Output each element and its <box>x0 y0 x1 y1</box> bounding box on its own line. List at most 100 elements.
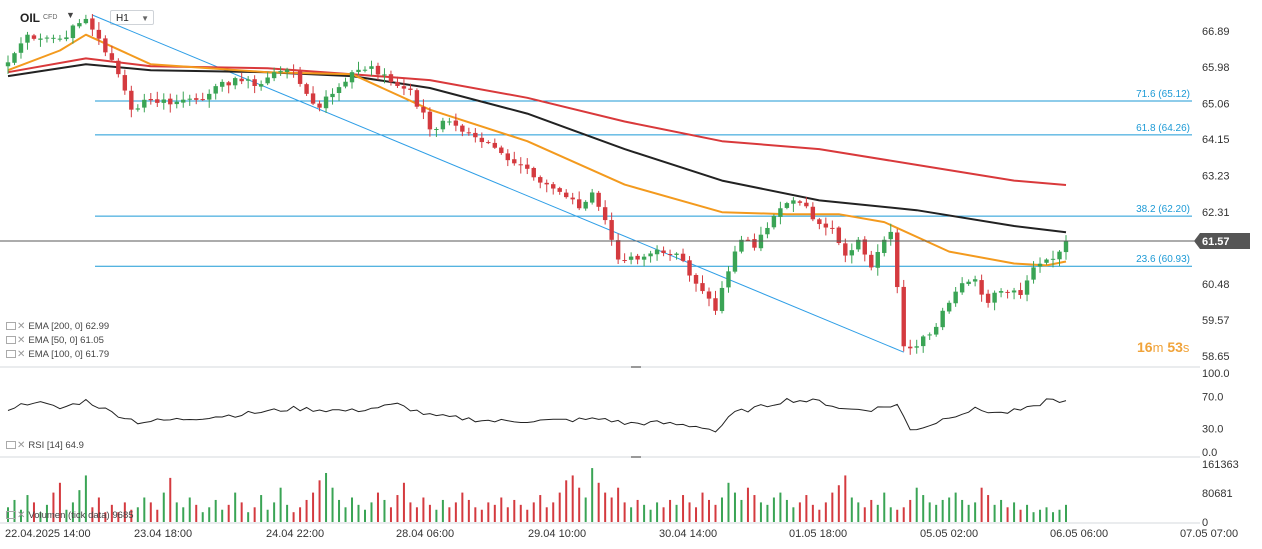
candle-body <box>291 69 296 71</box>
candle-body <box>83 18 89 24</box>
timeframe-select[interactable]: H1 ▼ <box>110 10 154 25</box>
volume-bar <box>234 492 237 522</box>
volume-bar <box>227 504 230 522</box>
candle-body <box>888 231 893 240</box>
candle-body <box>823 223 829 228</box>
volume-bar <box>500 497 503 522</box>
chevron-down-icon: ▼ <box>141 14 149 23</box>
candle-body <box>226 82 231 86</box>
candle-body <box>181 99 186 103</box>
settings-icon[interactable] <box>6 511 16 520</box>
candle-body <box>12 53 17 63</box>
legend-volume[interactable]: ✕ Volumen (tick data) 9685 <box>6 510 134 521</box>
rsi-axis-label: 0.0 <box>1202 447 1217 459</box>
settings-icon[interactable] <box>6 350 16 359</box>
volume-bar <box>383 499 386 522</box>
chart-toolbar: OIL CFD ▼ H1 ▼ <box>0 0 300 36</box>
candle-body <box>174 101 179 105</box>
candle-body <box>232 78 238 86</box>
volume-bar <box>454 502 457 522</box>
legend-ema-100[interactable]: ✕ EMA [100, 0] 61.79 <box>6 349 109 360</box>
volume-bar <box>266 509 269 522</box>
legend-ema-50[interactable]: ✕ EMA [50, 0] 61.05 <box>6 335 104 346</box>
candle-body <box>1050 258 1056 260</box>
volume-bar <box>610 497 613 522</box>
volume-bar <box>45 504 48 522</box>
volume-bar <box>493 504 496 522</box>
time-axis-label: 29.04 10:00 <box>528 528 586 540</box>
volume-bar <box>1000 499 1003 522</box>
candle-body <box>200 99 205 101</box>
volume-bar <box>552 502 555 522</box>
candle-body <box>661 250 666 254</box>
volume-bar <box>883 492 886 522</box>
volume-bar <box>669 499 672 522</box>
volume-bar <box>571 475 574 522</box>
candle-body <box>1031 267 1036 280</box>
candle-body <box>856 239 861 250</box>
symbol-type: CFD <box>43 14 58 21</box>
candle-body <box>447 121 452 123</box>
price-axis-label: 63.23 <box>1202 171 1230 183</box>
rsi-axis-label: 100.0 <box>1202 368 1230 380</box>
candle-body <box>810 206 816 220</box>
close-icon[interactable]: ✕ <box>17 349 26 360</box>
candle-body <box>395 81 400 86</box>
volume-bar <box>954 492 957 522</box>
volume-bar <box>292 512 295 522</box>
volume-bar <box>824 502 827 522</box>
candle-body <box>168 98 173 105</box>
candle-body <box>933 326 939 335</box>
close-icon[interactable]: ✕ <box>17 321 26 332</box>
volume-bar <box>831 492 834 522</box>
candle-body <box>310 93 316 104</box>
candle-body <box>1011 290 1017 293</box>
candle-body <box>18 43 24 53</box>
volume-bar <box>1013 502 1016 522</box>
candle-body <box>752 239 757 248</box>
price-axis-label: 62.31 <box>1202 207 1230 219</box>
legend-ema-200[interactable]: ✕ EMA [200, 0] 62.99 <box>6 321 109 332</box>
candle-body <box>992 292 997 303</box>
candle-body <box>362 69 368 71</box>
candle-body <box>349 72 355 83</box>
settings-icon[interactable] <box>6 322 16 331</box>
time-axis-label: 23.04 18:00 <box>134 528 192 540</box>
close-icon[interactable]: ✕ <box>17 440 26 451</box>
candle-body <box>921 336 926 347</box>
candle-body <box>245 79 251 81</box>
volume-bar <box>662 507 665 522</box>
candle-body <box>427 111 433 130</box>
candle-body <box>122 75 128 91</box>
volume-bar <box>746 487 749 522</box>
volume-bar <box>143 497 146 522</box>
volume-bar <box>299 507 302 522</box>
volume-axis-label: 80681 <box>1202 488 1233 500</box>
candle-body <box>109 53 115 60</box>
candle-body <box>401 86 407 89</box>
candle-body <box>719 287 725 312</box>
settings-icon[interactable] <box>6 336 16 345</box>
volume-bar <box>195 504 198 522</box>
volume-bar <box>935 504 938 522</box>
candle-body <box>706 291 712 299</box>
volume-bar <box>156 509 159 522</box>
candle-body <box>1018 290 1023 296</box>
settings-icon[interactable] <box>6 441 16 450</box>
volume-bar <box>279 487 282 522</box>
fib-level-label: 38.2 (62.20) <box>1136 204 1190 215</box>
volume-bar <box>402 482 405 522</box>
candle-body <box>791 200 796 204</box>
volume-bar <box>623 502 626 522</box>
candle-body <box>499 147 504 154</box>
candle-body <box>622 260 627 262</box>
price-axis-label: 64.15 <box>1202 134 1230 146</box>
volume-bar <box>182 507 185 522</box>
legend-rsi[interactable]: ✕ RSI [14] 64.9 <box>6 440 84 451</box>
symbol-dropdown-icon[interactable]: ▼ <box>66 10 75 20</box>
volume-bar <box>682 495 685 522</box>
close-icon[interactable]: ✕ <box>17 510 26 521</box>
volume-bar <box>591 468 594 522</box>
close-icon[interactable]: ✕ <box>17 335 26 346</box>
